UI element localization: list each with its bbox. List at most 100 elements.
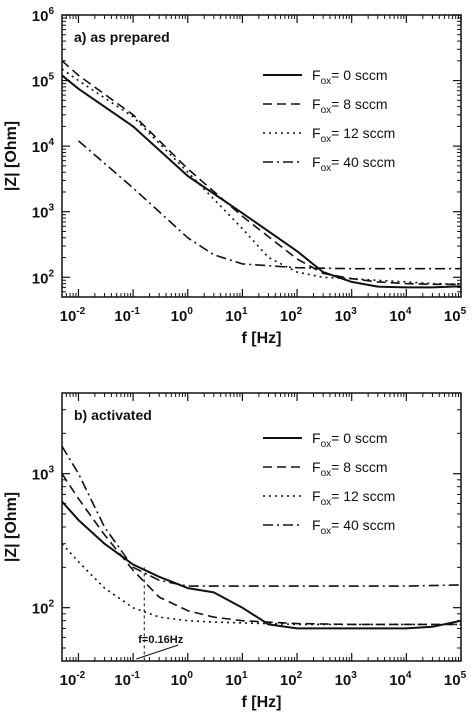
legend-main: F xyxy=(312,459,321,475)
x-tick-label: 105 xyxy=(444,670,467,689)
y-axis-label: |Z| [Ohm] xyxy=(3,121,20,191)
x-tick-label: 10-1 xyxy=(114,306,140,325)
x-tick-exponent: 1 xyxy=(242,306,248,317)
x-tick-label: 103 xyxy=(335,670,358,689)
legend-main: F xyxy=(312,125,321,141)
legend-main: F xyxy=(312,67,321,83)
x-tick-base: 10 xyxy=(444,308,461,325)
x-tick-base: 10 xyxy=(60,672,77,689)
y-tick-exponent: 3 xyxy=(48,465,54,476)
x-tick-label: 105 xyxy=(444,306,467,325)
plot-frame xyxy=(61,14,462,298)
legend-rest: = 12 sccm xyxy=(331,488,395,504)
y-tick-exponent: 3 xyxy=(48,203,54,214)
legend-rest: = 0 sccm xyxy=(331,430,387,446)
x-tick-base: 10 xyxy=(171,672,188,689)
y-tick-base: 10 xyxy=(32,205,49,222)
y-tick-base: 10 xyxy=(32,139,49,156)
legend-entry: Fox= 40 sccm xyxy=(312,154,395,174)
x-axis-label: f [Hz] xyxy=(242,694,282,711)
legend-subscript: ox xyxy=(321,497,332,508)
y-tick-label: 102 xyxy=(32,268,55,287)
x-tick-base: 10 xyxy=(444,672,461,689)
x-tick-exponent: 3 xyxy=(351,306,357,317)
x-tick-base: 10 xyxy=(335,308,352,325)
legend-main: F xyxy=(312,154,321,170)
series-group xyxy=(62,60,461,289)
y-tick-exponent: 5 xyxy=(48,72,54,83)
x-tick-label: 10-2 xyxy=(60,670,86,689)
y-tick-base: 10 xyxy=(32,270,49,287)
y-axis-label: |Z| [Ohm] xyxy=(3,492,20,562)
minor-ticks xyxy=(61,392,461,662)
x-tick-label: 101 xyxy=(225,306,248,325)
legend-rest: = 0 sccm xyxy=(331,67,387,83)
series-line-4 xyxy=(62,445,461,587)
x-tick-label: 10-1 xyxy=(114,670,140,689)
legend-subscript: ox xyxy=(321,468,332,479)
x-tick-base: 10 xyxy=(60,308,77,325)
series-group xyxy=(62,445,461,630)
x-tick-base: 10 xyxy=(389,308,406,325)
y-tick-exponent: 6 xyxy=(48,6,54,17)
legend-entry: Fox= 8 sccm xyxy=(312,459,388,479)
y-tick-exponent: 2 xyxy=(48,599,54,610)
y-tick-base: 10 xyxy=(32,601,49,618)
x-tick-exponent: 0 xyxy=(187,670,193,681)
x-tick-exponent: 2 xyxy=(297,306,303,317)
legend-main: F xyxy=(312,517,321,533)
legend-rest: = 40 sccm xyxy=(331,154,395,170)
x-tick-exponent: 0 xyxy=(187,306,193,317)
minor-ticks xyxy=(61,15,461,298)
x-tick-label: 10-2 xyxy=(60,306,86,325)
panel-title: a) as prepared xyxy=(74,29,170,45)
series-line-3 xyxy=(62,543,461,626)
series-line-2 xyxy=(62,473,461,626)
x-tick-label: 104 xyxy=(389,306,412,325)
legend-main: F xyxy=(312,96,321,112)
y-tick-base: 10 xyxy=(32,8,49,25)
x-tick-base: 10 xyxy=(114,672,131,689)
x-tick-exponent: -2 xyxy=(76,306,85,317)
series-line-2 xyxy=(62,60,461,286)
x-tick-exponent: 5 xyxy=(461,306,467,317)
y-tick-label: 106 xyxy=(32,6,55,25)
x-tick-exponent: 1 xyxy=(242,670,248,681)
series-line-1 xyxy=(62,500,461,630)
y-tick-base: 10 xyxy=(32,74,49,91)
x-tick-exponent: 2 xyxy=(297,670,303,681)
legend-entry: Fox= 0 sccm xyxy=(312,67,388,87)
x-tick-label: 100 xyxy=(171,306,194,325)
legend-entry: Fox= 0 sccm xyxy=(312,430,388,450)
series-line-1 xyxy=(62,74,461,289)
x-tick-exponent: -1 xyxy=(131,670,140,681)
x-tick-exponent: -2 xyxy=(76,670,85,681)
y-tick-base: 10 xyxy=(32,467,49,484)
y-tick-label: 104 xyxy=(32,137,55,156)
y-tick-exponent: 2 xyxy=(48,268,54,279)
y-tick-label: 105 xyxy=(32,72,55,91)
y-tick-exponent: 4 xyxy=(48,137,54,148)
x-tick-exponent: 4 xyxy=(406,306,412,317)
x-tick-label: 102 xyxy=(280,306,303,325)
legend-entry: Fox= 12 sccm xyxy=(312,488,395,508)
legend-subscript: ox xyxy=(321,105,332,116)
legend-subscript: ox xyxy=(321,76,332,87)
x-tick-base: 10 xyxy=(171,308,188,325)
x-tick-base: 10 xyxy=(335,672,352,689)
x-tick-base: 10 xyxy=(225,672,242,689)
legend-subscript: ox xyxy=(321,439,332,450)
legend-subscript: ox xyxy=(321,163,332,174)
x-tick-label: 100 xyxy=(171,670,194,689)
x-tick-base: 10 xyxy=(280,308,297,325)
annotation-pointer xyxy=(136,644,179,660)
x-tick-exponent: 4 xyxy=(406,670,412,681)
x-tick-label: 104 xyxy=(389,670,412,689)
series-line-4 xyxy=(77,140,461,270)
x-tick-base: 10 xyxy=(225,308,242,325)
legend-rest: = 12 sccm xyxy=(331,125,395,141)
